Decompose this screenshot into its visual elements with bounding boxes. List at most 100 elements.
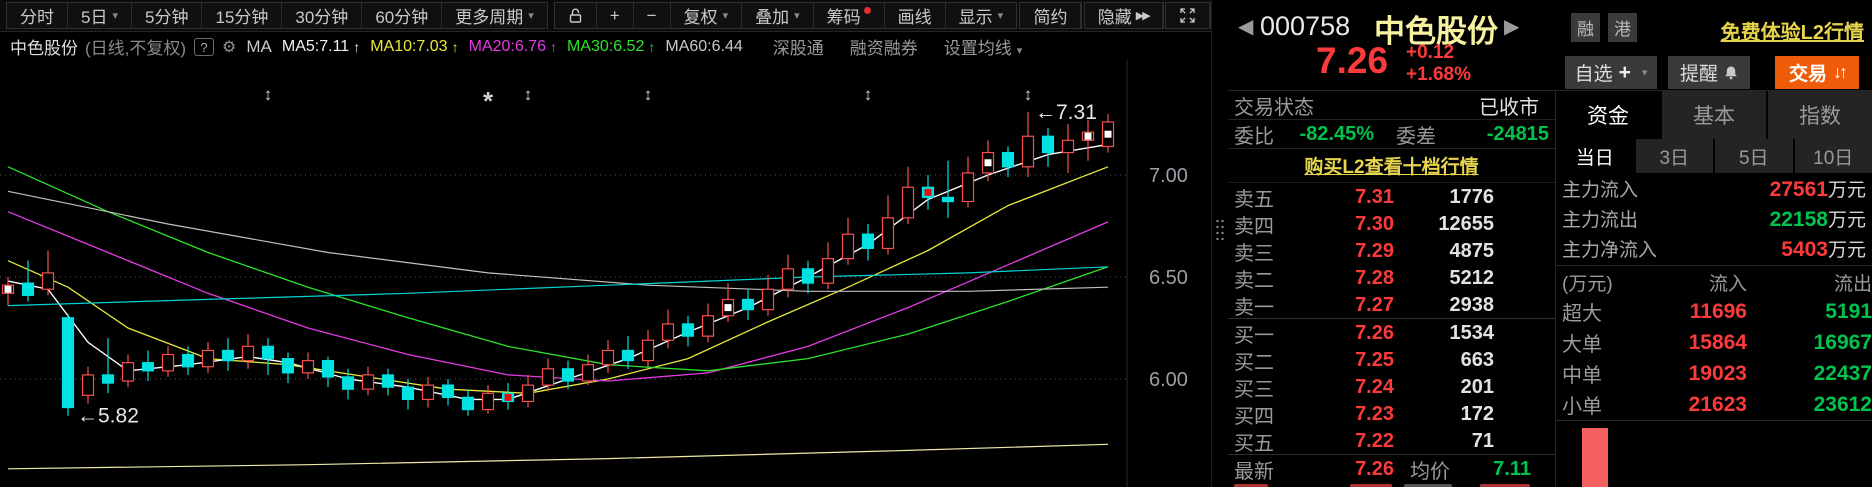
tab-fundamentals[interactable]: 基本 (1662, 91, 1766, 139)
order-book: 交易状态 已收市 委比 -82.45% 委差 -24815 购买L2查看十档行情… (1228, 91, 1556, 487)
funds-row-xlarge: 超大 11696 5191 (1562, 299, 1872, 326)
subtab-3day[interactable]: 3日 (1635, 139, 1713, 173)
sell-level-row[interactable]: 卖五 7.31 1776 (1234, 186, 1494, 211)
double-chevron-right-icon: ▶▶ (1135, 10, 1151, 22)
period-60min[interactable]: 60分钟 (362, 3, 443, 28)
fullscreen-button[interactable] (1166, 3, 1210, 28)
svg-text:*: * (483, 86, 494, 116)
quote-header: ◀ 000758 中色股份 ▶ 融 港 免费体验L2行情 7.26 +0.12 … (1228, 0, 1872, 91)
chips-button[interactable]: 筹码 (814, 3, 885, 28)
main-inflow-value: 27561 (1769, 177, 1828, 201)
l2-trial-link[interactable]: 免费体验L2行情 (1720, 22, 1864, 44)
chart-tools-group: + − 复权 ▾ 叠加 ▾ 筹码 画线 显示 ▾ (553, 2, 1018, 29)
sell-level-row[interactable]: 卖三 7.29 4875 (1234, 240, 1494, 265)
buy-level-row[interactable]: 买四 7.23 172 (1234, 403, 1494, 428)
svg-text:↕: ↕ (524, 85, 533, 104)
svg-text:7.00: 7.00 (1149, 165, 1188, 187)
quote-panel: ◀ 000758 中色股份 ▶ 融 港 免费体验L2行情 7.26 +0.12 … (1228, 0, 1872, 487)
funds-tabs: 资金 基本 指数 (1556, 91, 1872, 139)
up-arrow-icon: ↑ (648, 38, 656, 55)
net-inflow-value: 5403 (1781, 237, 1828, 261)
margin-badge: 融 (1571, 13, 1600, 42)
svg-text:←5.82: ←5.82 (77, 405, 139, 428)
subtab-10day[interactable]: 10日 (1794, 139, 1872, 173)
svg-text:↕: ↕ (264, 85, 273, 104)
funds-row-small: 小单 21623 23612 (1562, 392, 1872, 419)
period-intraday[interactable]: 分时 (7, 3, 68, 28)
period-5day[interactable]: 5日 ▾ (68, 3, 132, 28)
simple-mode-button[interactable]: 简约 (1020, 3, 1082, 28)
price-change: +0.12 (1406, 42, 1455, 63)
trade-status-label: 交易状态 (1234, 96, 1314, 119)
buy-level-row[interactable]: 买五 7.22 71 (1234, 430, 1494, 455)
prev-stock-button[interactable]: ◀ (1238, 16, 1254, 38)
sell-level-row[interactable]: 卖二 7.28 5212 (1234, 267, 1494, 292)
latest-label: 最新 (1234, 461, 1274, 483)
weibi-row: 委比 -82.45% 委差 -24815 (1228, 120, 1555, 149)
buy-level-row[interactable]: 买三 7.24 201 (1234, 376, 1494, 401)
subtab-5day[interactable]: 5日 (1715, 139, 1793, 173)
svg-text:6.00: 6.00 (1149, 369, 1188, 391)
zoom-out-button[interactable]: − (634, 3, 671, 28)
tab-index[interactable]: 指数 (1768, 91, 1872, 139)
funds-panel: 资金 基本 指数 当日 3日 5日 10日 主力流入 27561万元 主力流出 … (1556, 91, 1872, 487)
funds-bar-chart (1556, 420, 1872, 487)
latest-value: 7.26 (1355, 458, 1394, 480)
hide-panel-button[interactable]: 隐藏 ▶▶ (1085, 3, 1163, 28)
period-more[interactable]: 更多周期 ▾ (442, 3, 547, 28)
zoom-in-button[interactable]: + (597, 3, 634, 28)
avg-price-label: 均价 (1410, 461, 1450, 483)
funds-table-header: (万元) 流入 流出 (1562, 273, 1872, 295)
svg-text:↕: ↕ (1024, 85, 1033, 104)
stock-code: 000758 (1260, 11, 1351, 41)
gear-icon[interactable]: ⚙ (222, 38, 237, 56)
main-outflow-row: 主力流出 22158万元 (1562, 207, 1866, 231)
sell-level-row[interactable]: 卖一 7.27 2938 (1234, 294, 1494, 319)
legend-ma10: MA10:7.03 (370, 37, 448, 55)
buy-level-row[interactable]: 买一 7.26 1534 (1234, 322, 1494, 347)
unlock-button[interactable] (555, 3, 597, 28)
display-button[interactable]: 显示 ▾ (946, 3, 1017, 28)
l2-buy-link[interactable]: 购买L2查看十档行情 (1304, 157, 1479, 178)
next-stock-button[interactable]: ▶ (1504, 16, 1520, 38)
help-icon[interactable]: ? (194, 37, 215, 56)
alert-button[interactable]: 提醒 (1668, 56, 1750, 89)
sell-level-row[interactable]: 卖四 7.30 12655 (1234, 213, 1494, 238)
draw-line-button[interactable]: 画线 (885, 3, 946, 28)
bell-icon (1725, 66, 1737, 80)
overlay-button[interactable]: 叠加 ▾ (742, 3, 814, 28)
legend-ma60: MA60:6.44 (665, 37, 743, 55)
weibi-value: -82.45% (1299, 122, 1375, 145)
l2-buy-row: 购买L2查看十档行情 (1228, 149, 1555, 183)
hk-connect-badge: 港 (1608, 13, 1637, 42)
pane-splitter[interactable] (1211, 0, 1228, 487)
chevron-down-icon: ▾ (997, 10, 1004, 22)
adjust-price-button[interactable]: 复权 ▾ (671, 3, 743, 28)
trade-arrows-icon: ↓↑ (1833, 62, 1848, 82)
shenzhen-connect-link[interactable]: 深股通 (772, 39, 824, 58)
last-price: 7.26 (1316, 40, 1389, 81)
legend-stock-name: 中色股份 (10, 39, 78, 58)
splitter-grip-icon[interactable] (1215, 218, 1225, 244)
subtab-today[interactable]: 当日 (1556, 139, 1634, 173)
chevron-down-icon: ▾ (1016, 45, 1023, 57)
notification-dot (863, 7, 871, 14)
legend-ma5: MA5:7.11 (281, 37, 350, 55)
plus-icon: + (1618, 60, 1631, 84)
up-arrow-icon: ↑ (353, 38, 361, 55)
tab-funds[interactable]: 资金 (1556, 91, 1660, 139)
add-watchlist-button[interactable]: 自选 + ▾ (1565, 56, 1657, 89)
trade-button[interactable]: 交易 ↓↑ (1775, 56, 1859, 89)
weicha-label: 委差 (1396, 125, 1436, 148)
fullscreen-icon (1180, 8, 1195, 23)
period-15min[interactable]: 15分钟 (202, 3, 283, 28)
period-30min[interactable]: 30分钟 (282, 3, 363, 28)
buy-level-row[interactable]: 买二 7.25 663 (1234, 349, 1494, 374)
margin-trading-link[interactable]: 融资融券 (849, 39, 918, 58)
period-5min[interactable]: 5分钟 (132, 3, 203, 28)
legend-ma20: MA20:6.76 (468, 37, 546, 55)
ma-settings-button[interactable]: 设置均线 ▾ (943, 39, 1023, 58)
svg-text:↕: ↕ (644, 85, 653, 104)
candlestick-chart[interactable]: 7.006.506.00↕ * ↕ ↕ ↕ ↕←7.31←5.82 (0, 60, 1211, 487)
